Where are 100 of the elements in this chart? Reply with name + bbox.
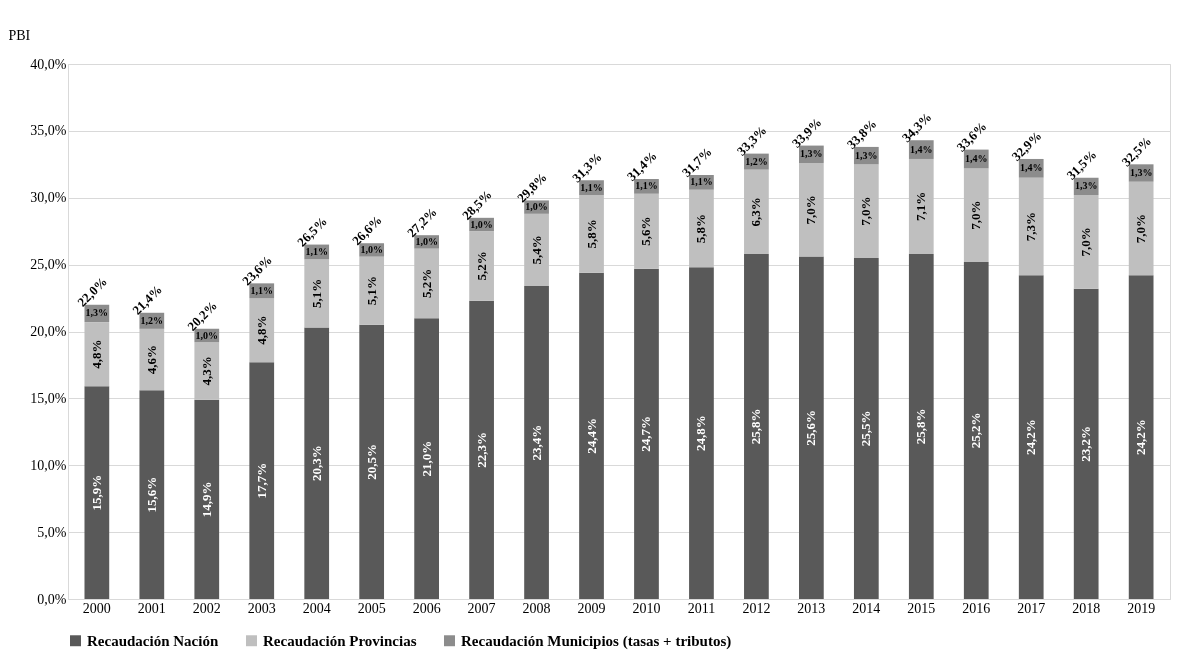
data-label: 4,6% xyxy=(143,344,159,375)
bar xyxy=(853,164,879,258)
bar xyxy=(1018,177,1044,276)
data-label: 20,5% xyxy=(363,444,379,480)
bar xyxy=(304,259,330,328)
bar xyxy=(84,386,110,599)
data-label: 1,1% xyxy=(690,176,713,188)
data-label: 17,7% xyxy=(253,462,269,499)
bar xyxy=(414,248,439,319)
data-label: 7,3% xyxy=(1023,211,1039,242)
data-label: 24,7% xyxy=(638,415,654,452)
bar xyxy=(744,253,769,599)
data-label: 5,6% xyxy=(638,216,654,246)
y-tick-label: 15,0% xyxy=(30,390,67,406)
data-label: 21,0% xyxy=(418,440,434,477)
bar xyxy=(1073,195,1099,289)
data-label: 14,9% xyxy=(198,481,214,518)
bar xyxy=(634,193,659,269)
y-tick-label: 25,0% xyxy=(30,257,67,273)
data-label: 24,2% xyxy=(1023,419,1039,456)
data-label: 5,8% xyxy=(693,213,709,244)
data-label: 23,2% xyxy=(1078,425,1094,462)
bar xyxy=(689,189,714,268)
bar xyxy=(249,298,275,363)
data-label: 5,1% xyxy=(308,278,324,309)
y-tick-label: 20,0% xyxy=(30,324,67,339)
data-label: 25,2% xyxy=(968,412,984,449)
data-label: 1,3% xyxy=(85,307,109,319)
data-label: 1,1% xyxy=(635,180,658,192)
x-tick-label: 2001 xyxy=(137,600,166,616)
data-label: 5,1% xyxy=(363,276,379,306)
data-label: 25,8% xyxy=(913,408,929,445)
legend-label: Recaudación Nación xyxy=(87,632,219,649)
data-label: 15,9% xyxy=(88,474,104,511)
x-tick-label: 2017 xyxy=(1017,600,1046,616)
bar xyxy=(469,300,494,599)
bar xyxy=(853,257,879,599)
y-tick-label: 35,0% xyxy=(30,123,67,139)
bar xyxy=(194,399,220,599)
y-tick-label: 10,0% xyxy=(30,457,67,473)
bar xyxy=(359,256,385,325)
data-label: 24,8% xyxy=(693,415,709,452)
data-label: 1,3% xyxy=(1129,167,1153,179)
y-tick-label: 5,0% xyxy=(37,524,67,540)
data-label: 24,4% xyxy=(583,417,599,454)
data-label: 24,2% xyxy=(1133,419,1149,456)
bar xyxy=(469,231,494,301)
x-tick-label: 2005 xyxy=(357,600,386,616)
data-label: 22,3% xyxy=(473,431,489,468)
bar xyxy=(524,213,549,287)
bar xyxy=(139,390,165,599)
bar xyxy=(689,267,714,599)
y-tick-label: 40,0% xyxy=(30,56,67,72)
data-label: 4,8% xyxy=(88,339,104,369)
data-label: 1,1% xyxy=(305,245,328,257)
data-label: 1,3% xyxy=(800,148,823,160)
data-label: 1,1% xyxy=(250,284,273,296)
bar xyxy=(579,195,604,273)
data-label: 15,6% xyxy=(143,476,159,513)
x-tick-label: 2014 xyxy=(852,600,881,616)
bar xyxy=(1073,288,1099,599)
x-tick-label: 2019 xyxy=(1127,600,1156,616)
x-tick-label: 2010 xyxy=(632,600,661,616)
data-label: 7,1% xyxy=(913,191,929,222)
data-label: 7,0% xyxy=(858,196,874,226)
x-tick-label: 2004 xyxy=(302,600,331,616)
data-label: 1,2% xyxy=(140,314,164,326)
data-label: 25,8% xyxy=(748,408,764,445)
data-label: 20,3% xyxy=(308,445,324,482)
data-label: 23,4% xyxy=(528,424,544,461)
data-label: 1,0% xyxy=(525,201,548,213)
data-label: 5,2% xyxy=(418,268,434,298)
data-label: 7,0% xyxy=(1078,227,1094,257)
x-tick-label: 2009 xyxy=(577,600,606,616)
y-tick-label: 30,0% xyxy=(30,190,67,206)
data-label: 1,3% xyxy=(855,149,878,161)
bar xyxy=(304,327,330,599)
x-tick-label: 2011 xyxy=(687,600,716,616)
x-tick-label: 2018 xyxy=(1072,600,1101,616)
data-label: 4,8% xyxy=(253,315,269,345)
data-label: 1,4% xyxy=(965,152,988,164)
bar xyxy=(194,342,220,400)
data-label: 6,3% xyxy=(748,197,764,227)
data-label: 7,0% xyxy=(968,200,984,230)
x-tick-label: 2002 xyxy=(192,600,221,616)
data-label: 1,0% xyxy=(470,218,493,230)
bar xyxy=(359,324,385,599)
x-tick-label: 2016 xyxy=(962,600,991,616)
bar xyxy=(249,362,275,599)
data-label: 1,0% xyxy=(415,235,438,247)
x-tick-label: 2006 xyxy=(412,600,441,616)
bar xyxy=(908,158,934,254)
bar xyxy=(744,169,769,254)
x-tick-label: 2015 xyxy=(907,600,936,616)
bar xyxy=(1018,275,1044,599)
data-label: 1,1% xyxy=(580,181,603,193)
x-tick-label: 2007 xyxy=(467,600,496,616)
bar xyxy=(579,272,604,599)
data-label: 5,8% xyxy=(583,219,599,249)
data-label: 1,3% xyxy=(1074,180,1098,192)
